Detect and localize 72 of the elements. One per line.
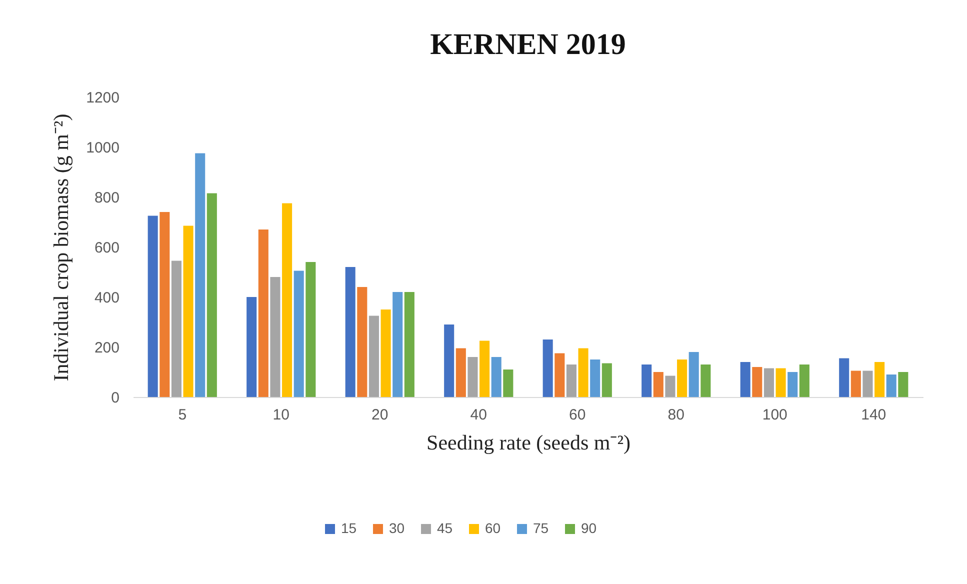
x-tick-label: 10 xyxy=(272,406,290,424)
legend-label: 30 xyxy=(389,520,405,536)
legend-label: 75 xyxy=(533,520,549,536)
y-tick-label: 800 xyxy=(94,190,120,206)
bar xyxy=(566,364,576,397)
bar xyxy=(345,267,356,397)
bar xyxy=(839,358,850,397)
x-tick-label: 5 xyxy=(178,406,187,424)
bar xyxy=(368,316,379,397)
bar xyxy=(491,357,502,397)
x-tick-label: 80 xyxy=(668,406,684,424)
x-tick-label: 100 xyxy=(762,406,788,424)
y-tick-label: 400 xyxy=(94,290,120,306)
bar xyxy=(171,260,182,397)
y-tick-label: 1000 xyxy=(86,140,120,156)
bar xyxy=(677,360,688,397)
bar xyxy=(258,230,268,397)
bar xyxy=(602,363,612,397)
y-axis-title: Individual crop biomass (g m⁻²) xyxy=(49,114,74,382)
bar xyxy=(392,292,403,397)
bar xyxy=(148,216,158,397)
x-tick-label: 40 xyxy=(470,406,487,424)
bar xyxy=(653,372,664,397)
y-tick-label: 1200 xyxy=(86,90,120,106)
bar xyxy=(444,324,454,397)
x-tick-label: 60 xyxy=(569,406,586,424)
bar xyxy=(862,370,873,397)
bar xyxy=(874,362,885,397)
bar xyxy=(246,297,257,397)
bar xyxy=(456,348,466,397)
chart-title: KERNEN 2019 xyxy=(430,28,626,61)
bar xyxy=(206,193,217,397)
bar xyxy=(282,203,292,397)
bar xyxy=(357,287,368,397)
bar xyxy=(542,340,553,397)
bar xyxy=(294,270,304,397)
x-tick-label: 140 xyxy=(861,406,886,424)
bar xyxy=(503,370,514,397)
y-tick-label: 600 xyxy=(94,240,120,256)
bar xyxy=(740,362,750,397)
bar xyxy=(468,357,478,397)
bar xyxy=(700,364,711,397)
y-tick-label: 200 xyxy=(94,340,120,356)
bar xyxy=(764,368,774,397)
bar xyxy=(554,353,565,397)
y-tick-label: 0 xyxy=(111,390,120,406)
bar xyxy=(850,370,861,397)
bar xyxy=(898,372,908,397)
bar xyxy=(788,372,798,397)
bar xyxy=(642,364,652,397)
bar xyxy=(306,262,316,397)
legend-label: 15 xyxy=(341,520,357,536)
bar xyxy=(480,340,490,397)
bar xyxy=(183,226,194,397)
bar xyxy=(776,368,786,397)
bar xyxy=(270,277,280,397)
legend-label: 90 xyxy=(581,520,597,536)
bar xyxy=(688,352,699,397)
bar xyxy=(590,360,600,397)
bar xyxy=(404,292,414,397)
bar xyxy=(665,376,676,397)
bar xyxy=(752,367,762,397)
legend-label: 60 xyxy=(485,520,501,536)
x-tick-label: 20 xyxy=(372,406,388,424)
x-axis-title: Seeding rate (seeds m⁻²) xyxy=(426,430,630,454)
legend-label: 45 xyxy=(437,520,453,536)
bar xyxy=(886,374,896,397)
bar xyxy=(578,348,588,397)
bar xyxy=(195,153,206,397)
bar xyxy=(380,310,391,397)
bar xyxy=(799,364,810,397)
bar xyxy=(160,212,170,397)
